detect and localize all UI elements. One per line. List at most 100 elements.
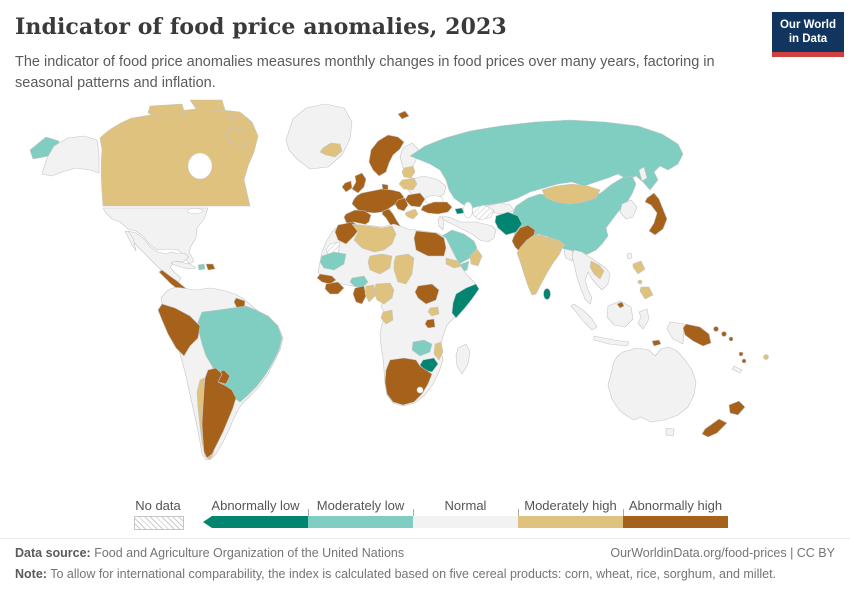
country-algeria[interactable] — [351, 223, 397, 253]
country-nepal[interactable] — [544, 236, 566, 250]
country-zambia[interactable] — [411, 339, 433, 357]
country-sulawesi[interactable] — [637, 308, 650, 330]
country-alaska[interactable] — [41, 135, 100, 177]
country-ghana[interactable] — [352, 285, 367, 305]
country-egypt[interactable] — [413, 230, 447, 257]
country-greenland[interactable] — [285, 103, 353, 170]
country-chad[interactable] — [393, 253, 415, 285]
country-finland[interactable] — [399, 142, 419, 172]
country-rwanda-burundi[interactable] — [424, 318, 436, 329]
country-australia[interactable] — [607, 346, 697, 423]
country-western-europe[interactable] — [351, 188, 405, 214]
country-argentina[interactable] — [201, 367, 237, 459]
country-sakhalin[interactable] — [638, 166, 648, 182]
country-baltics[interactable] — [401, 165, 416, 179]
country-mauritania[interactable] — [319, 251, 347, 271]
country-lesotho[interactable] — [416, 386, 424, 394]
country-mexico[interactable] — [127, 230, 190, 284]
region-middle-east[interactable] — [441, 215, 497, 243]
country-iceland[interactable] — [319, 142, 343, 158]
legend-swatch-moderately_high[interactable] — [518, 516, 623, 528]
country-benin-togo[interactable] — [364, 284, 376, 303]
country-mexico-baja[interactable] — [124, 230, 137, 252]
country-scandinavia[interactable] — [368, 134, 405, 177]
country-madagascar[interactable] — [455, 343, 471, 375]
country-greece[interactable] — [404, 208, 419, 220]
country-japan[interactable] — [644, 192, 668, 236]
country-canada-arctic3[interactable] — [229, 115, 251, 129]
country-philippines-visayas[interactable] — [637, 279, 643, 285]
owid-logo[interactable]: Our World in Data — [772, 12, 844, 57]
legend-swatch-abnormally_high[interactable] — [623, 516, 728, 528]
legend-bar — [203, 516, 728, 528]
country-brunei[interactable] — [616, 301, 625, 309]
country-sri-lanka[interactable] — [543, 288, 551, 300]
country-afghanistan[interactable] — [494, 211, 523, 236]
legend-swatch-normal[interactable] — [413, 516, 518, 528]
country-peru[interactable] — [157, 303, 201, 357]
country-sumatra[interactable] — [570, 303, 598, 331]
country-philippines-luzon[interactable] — [632, 260, 646, 275]
country-guinea[interactable] — [324, 281, 345, 295]
country-java[interactable] — [593, 335, 630, 347]
country-haiti[interactable] — [197, 263, 206, 271]
country-philippines-mindanao[interactable] — [639, 286, 654, 300]
country-new-caledonia[interactable] — [731, 365, 743, 374]
legend-tick — [518, 509, 519, 516]
country-new-zealand-south[interactable] — [701, 418, 728, 438]
country-fiji[interactable] — [763, 354, 769, 360]
country-vanuatu-2[interactable] — [741, 358, 747, 364]
country-cuba[interactable] — [170, 260, 197, 270]
country-canada-baffin[interactable] — [225, 127, 249, 149]
country-zimbabwe[interactable] — [419, 357, 439, 373]
region-levant[interactable] — [437, 215, 445, 231]
country-poland[interactable] — [398, 177, 418, 191]
country-bangladesh[interactable] — [563, 248, 574, 262]
country-papua-new-guinea[interactable] — [682, 323, 712, 347]
country-uk[interactable] — [351, 172, 367, 194]
country-niger[interactable] — [367, 253, 393, 275]
country-india[interactable] — [516, 234, 564, 296]
country-ireland[interactable] — [341, 180, 353, 193]
country-west-new-guinea[interactable] — [666, 321, 685, 345]
legend-no-data-swatch[interactable] — [134, 516, 184, 530]
country-gabon[interactable] — [380, 309, 394, 325]
legend-label-moderately_high: Moderately high — [524, 498, 617, 513]
country-nigeria[interactable] — [373, 282, 395, 305]
country-canada-arctic2[interactable] — [189, 99, 226, 113]
region-se-asia[interactable] — [571, 249, 611, 305]
country-timor[interactable] — [651, 339, 662, 347]
country-vanuatu-1[interactable] — [738, 351, 744, 357]
chart-subtitle: The indicator of food price anomalies me… — [15, 54, 715, 91]
country-tasmania[interactable] — [665, 427, 675, 437]
country-laos[interactable] — [589, 260, 605, 280]
country-somalia[interactable] — [451, 283, 480, 319]
country-canada-arctic1[interactable] — [147, 103, 186, 119]
country-usa[interactable] — [102, 207, 209, 265]
legend-swatch-abnormally_low[interactable] — [203, 516, 308, 528]
country-morocco[interactable] — [334, 221, 361, 245]
country-new-zealand-north[interactable] — [728, 400, 746, 416]
country-south-sudan[interactable] — [414, 283, 440, 305]
country-solomon-3[interactable] — [728, 336, 734, 342]
country-eritrea[interactable] — [445, 257, 463, 269]
country-turkmenistan[interactable] — [471, 204, 495, 221]
country-uganda[interactable] — [427, 306, 440, 317]
region-africa[interactable] — [317, 221, 479, 407]
footer-link[interactable]: OurWorldinData.org/food-prices | CC BY — [610, 546, 835, 560]
country-korea[interactable] — [619, 199, 638, 220]
country-taiwan[interactable] — [626, 252, 633, 260]
country-canada[interactable] — [99, 107, 259, 207]
country-malawi[interactable] — [433, 341, 444, 361]
country-oman[interactable] — [469, 248, 483, 267]
country-balkans[interactable] — [394, 197, 409, 212]
legend-swatch-moderately_low[interactable] — [308, 516, 413, 528]
country-solomon-2[interactable] — [721, 331, 727, 337]
country-turkey[interactable] — [420, 201, 453, 215]
country-mongolia[interactable] — [541, 183, 601, 205]
country-russia[interactable] — [409, 119, 684, 209]
country-svalbard[interactable] — [397, 110, 410, 120]
country-armenia[interactable] — [454, 207, 465, 215]
country-solomon-1[interactable] — [713, 326, 719, 332]
country-dominican-republic[interactable] — [205, 263, 216, 271]
